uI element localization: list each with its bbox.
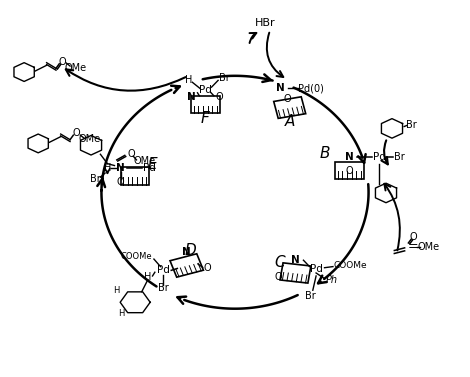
Text: Pd(0): Pd(0) xyxy=(298,83,324,93)
Text: O: O xyxy=(275,272,282,282)
Text: OMe: OMe xyxy=(64,63,87,72)
Text: OMe: OMe xyxy=(78,134,101,144)
Text: N: N xyxy=(182,247,191,257)
Text: O: O xyxy=(283,94,291,104)
Text: B: B xyxy=(320,146,330,161)
Text: O: O xyxy=(117,177,125,187)
Text: Pd: Pd xyxy=(143,163,156,173)
Text: Pd: Pd xyxy=(157,265,170,275)
Text: H: H xyxy=(113,286,120,295)
Text: Pd: Pd xyxy=(373,152,385,162)
Text: O: O xyxy=(59,57,66,67)
Text: =: = xyxy=(408,240,418,253)
Text: H: H xyxy=(104,163,111,173)
Text: O: O xyxy=(127,149,135,159)
Text: O: O xyxy=(73,128,80,138)
Text: Br: Br xyxy=(406,120,417,130)
Text: Br: Br xyxy=(158,283,169,293)
Text: D: D xyxy=(184,243,196,258)
Text: E: E xyxy=(147,157,157,172)
Text: HBr: HBr xyxy=(255,18,276,28)
Text: O: O xyxy=(345,166,353,176)
Text: OMe: OMe xyxy=(134,156,156,166)
Text: A: A xyxy=(284,113,295,129)
Text: O: O xyxy=(204,264,211,273)
Text: Br: Br xyxy=(305,291,316,300)
Text: C: C xyxy=(274,255,285,270)
Text: N: N xyxy=(116,163,125,173)
Text: Br: Br xyxy=(219,73,229,83)
Text: OMe: OMe xyxy=(417,242,439,253)
Text: F: F xyxy=(201,111,210,126)
Text: N: N xyxy=(187,92,196,102)
Text: COOMe: COOMe xyxy=(120,252,152,261)
Text: O: O xyxy=(216,92,223,102)
Text: N: N xyxy=(276,83,285,93)
Text: Pd: Pd xyxy=(199,85,212,95)
Text: COOMe: COOMe xyxy=(334,261,367,270)
Text: N: N xyxy=(291,255,300,265)
Text: N: N xyxy=(345,152,354,162)
Text: H: H xyxy=(185,75,193,85)
Text: Br: Br xyxy=(90,174,101,184)
Text: Ph: Ph xyxy=(326,275,337,285)
Text: Br: Br xyxy=(394,152,405,162)
Text: H: H xyxy=(144,272,151,282)
Text: O: O xyxy=(409,232,417,242)
Text: Pd: Pd xyxy=(310,264,322,274)
Text: H: H xyxy=(118,309,124,318)
